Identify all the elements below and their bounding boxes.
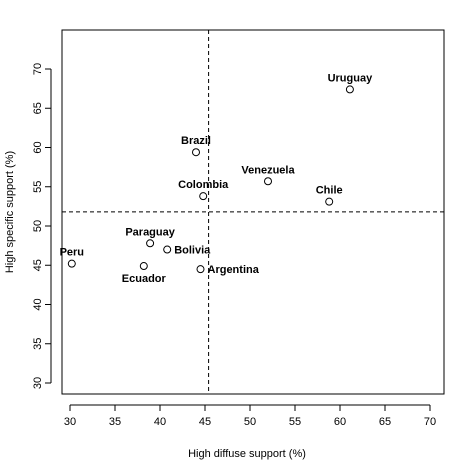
data-point — [163, 245, 172, 254]
data-point — [196, 265, 205, 274]
y-tick-label: 60 — [32, 141, 44, 153]
x-tick-label: 60 — [334, 416, 346, 428]
data-point — [67, 259, 76, 268]
point-label: Peru — [60, 247, 84, 259]
y-tick-label: 30 — [32, 377, 44, 389]
data-point — [325, 197, 334, 206]
x-tick-label: 50 — [244, 416, 256, 428]
reference-lines — [62, 30, 444, 394]
x-tick-label: 30 — [64, 416, 76, 428]
point-label: Brazil — [181, 135, 211, 147]
y-tick-label: 40 — [32, 298, 44, 310]
point-label: Uruguay — [328, 72, 374, 84]
data-point — [264, 177, 272, 186]
x-tick-label: 45 — [199, 416, 211, 428]
data-point — [139, 262, 148, 271]
data-point — [199, 192, 208, 201]
axes: 30 35 40 45 50 55 60 65 70 30 35 40 45 50 55 60 65 70 — [32, 29, 445, 428]
point-label: Colombia — [178, 179, 229, 191]
data-points: Uruguay Brazil Venezuela Colombia Chile Parag… — [60, 72, 374, 285]
y-tick-label: 50 — [32, 220, 44, 232]
x-tick-label: 70 — [424, 416, 436, 428]
y-tick-label: 65 — [32, 102, 44, 114]
x-tick-label: 40 — [154, 416, 166, 428]
point-label: Paraguay — [125, 226, 175, 238]
y-axis-title: High specific support (%) — [4, 151, 16, 273]
point-label: Ecuador — [122, 273, 167, 285]
y-tick-label: 70 — [32, 63, 44, 75]
point-label: Venezuela — [241, 164, 295, 176]
point-label: Argentina — [208, 264, 260, 276]
y-tick-label: 55 — [32, 181, 44, 193]
point-label: Bolivia — [174, 245, 211, 257]
data-point — [345, 85, 354, 94]
x-tick-label: 35 — [109, 416, 121, 428]
point-label: Chile — [316, 185, 343, 197]
x-tick-label: 55 — [289, 416, 301, 428]
data-point — [146, 239, 155, 248]
x-axis-title: High diffuse support (%) — [188, 448, 306, 460]
x-tick-label: 65 — [379, 416, 391, 428]
y-tick-label: 45 — [32, 259, 44, 271]
data-point — [192, 148, 200, 157]
y-tick-label: 35 — [32, 338, 44, 350]
